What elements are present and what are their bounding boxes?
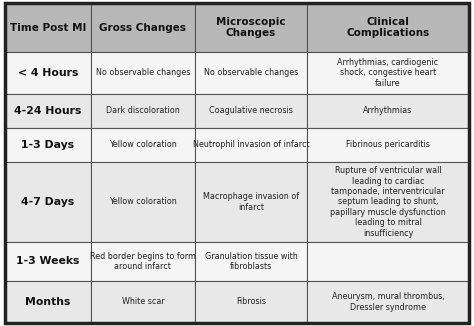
Text: Granulation tissue with
fibroblasts: Granulation tissue with fibroblasts bbox=[205, 252, 297, 271]
Text: Macrophage invasion of
infarct: Macrophage invasion of infarct bbox=[203, 192, 299, 212]
Bar bbox=[307, 3, 469, 52]
Bar bbox=[5, 3, 91, 52]
Bar bbox=[91, 242, 195, 281]
Text: Yellow coloration: Yellow coloration bbox=[109, 197, 177, 206]
Bar bbox=[91, 94, 195, 128]
Text: Red border begins to form
around infarct: Red border begins to form around infarct bbox=[90, 252, 196, 271]
Text: Dark discoloration: Dark discoloration bbox=[106, 106, 180, 115]
Text: Arrhythmias: Arrhythmias bbox=[364, 106, 412, 115]
Text: 1-3 Weeks: 1-3 Weeks bbox=[16, 256, 80, 266]
Bar bbox=[91, 3, 195, 52]
Bar bbox=[91, 52, 195, 94]
Text: Coagulative necrosis: Coagulative necrosis bbox=[209, 106, 293, 115]
Bar bbox=[5, 281, 91, 323]
Bar bbox=[307, 128, 469, 162]
Bar bbox=[5, 52, 91, 94]
Text: Gross Changes: Gross Changes bbox=[100, 22, 186, 33]
Bar bbox=[91, 162, 195, 242]
Bar bbox=[5, 242, 91, 281]
Text: Rupture of ventricular wall
leading to cardiac
tamponade, interventricular
septu: Rupture of ventricular wall leading to c… bbox=[330, 166, 446, 238]
Bar bbox=[195, 162, 307, 242]
Bar bbox=[307, 281, 469, 323]
Bar bbox=[195, 242, 307, 281]
Bar bbox=[307, 242, 469, 281]
Bar bbox=[91, 128, 195, 162]
Text: 4-24 Hours: 4-24 Hours bbox=[14, 106, 82, 116]
Bar bbox=[195, 94, 307, 128]
Text: Neutrophil invasion of infarct: Neutrophil invasion of infarct bbox=[192, 141, 309, 149]
Text: < 4 Hours: < 4 Hours bbox=[18, 68, 78, 78]
Text: 1-3 Days: 1-3 Days bbox=[21, 140, 74, 150]
Text: Yellow coloration: Yellow coloration bbox=[109, 141, 177, 149]
Text: Months: Months bbox=[25, 297, 71, 307]
Bar bbox=[307, 52, 469, 94]
Bar bbox=[307, 162, 469, 242]
Text: No observable changes: No observable changes bbox=[204, 68, 298, 77]
Text: 4-7 Days: 4-7 Days bbox=[21, 197, 74, 207]
Text: White scar: White scar bbox=[121, 298, 164, 306]
Bar bbox=[5, 128, 91, 162]
Bar bbox=[195, 128, 307, 162]
Text: Microscopic
Changes: Microscopic Changes bbox=[216, 17, 286, 38]
Text: Time Post MI: Time Post MI bbox=[9, 22, 86, 33]
Bar bbox=[307, 94, 469, 128]
Text: Clinical
Complications: Clinical Complications bbox=[346, 17, 429, 38]
Bar bbox=[195, 52, 307, 94]
Text: Fibrinous pericarditis: Fibrinous pericarditis bbox=[346, 141, 430, 149]
Text: Aneurysm, mural thrombus,
Dressler syndrome: Aneurysm, mural thrombus, Dressler syndr… bbox=[332, 292, 444, 312]
Bar bbox=[195, 281, 307, 323]
Bar bbox=[5, 94, 91, 128]
Bar bbox=[195, 3, 307, 52]
Text: Fibrosis: Fibrosis bbox=[236, 298, 266, 306]
Text: Arrhythmias, cardiogenic
shock, congestive heart
failure: Arrhythmias, cardiogenic shock, congesti… bbox=[337, 58, 438, 88]
Bar bbox=[5, 162, 91, 242]
Text: No observable changes: No observable changes bbox=[96, 68, 190, 77]
Bar bbox=[91, 281, 195, 323]
